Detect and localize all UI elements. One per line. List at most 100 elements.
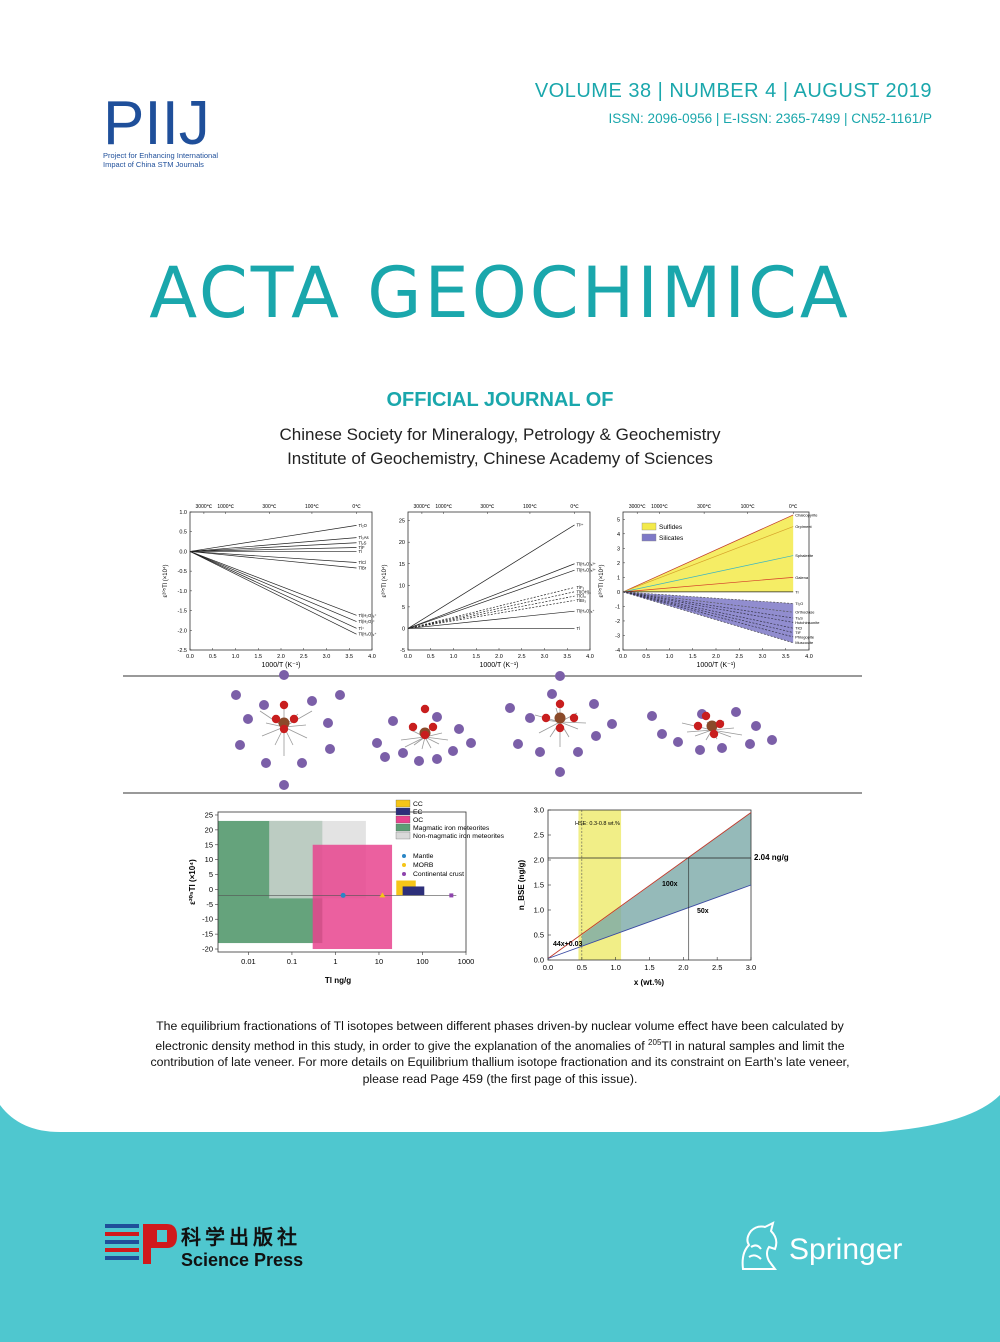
y-tick-label: 0	[402, 626, 405, 632]
y-tick-label: 15	[399, 562, 405, 568]
point-continental-crust	[449, 893, 454, 898]
series-line	[189, 551, 357, 563]
series-line	[407, 569, 575, 629]
y-tick-label: -5	[400, 648, 405, 654]
series-line	[189, 551, 357, 635]
journal-title: ACTA GEOCHIMICA	[149, 252, 851, 334]
y-tick-label: 5	[402, 605, 405, 611]
springer-wordmark: Springer	[789, 1233, 902, 1266]
tl-atom	[745, 739, 755, 749]
molecule-structures	[231, 670, 777, 790]
tl-atom	[555, 671, 565, 681]
series-label: Tl³⁺	[577, 522, 584, 527]
series-line	[189, 525, 357, 552]
legend-swatch	[395, 823, 411, 832]
chart-2: 3000℃ 1000℃ 300℃ 100℃ 0℃ Tl³⁺ Tl(H₂O)₆³⁺ Tl(H₂…	[381, 504, 596, 669]
springer-logo: Springer	[741, 1221, 902, 1270]
band-label: HSE: 0.3-0.8 wt.%	[575, 821, 620, 827]
chart-1-xlabel: 1000/T (K⁻¹)	[262, 662, 301, 669]
oxygen-atom	[408, 722, 418, 732]
top-tick-label: 300℃	[262, 504, 276, 510]
y-tick-label: -4	[615, 648, 620, 654]
top-tick-label: 100℃	[523, 504, 537, 510]
top-tick-label: 100℃	[305, 504, 319, 510]
tl-atom	[657, 729, 667, 739]
x-tick-label: 3.5	[563, 654, 571, 660]
tl-atom	[297, 758, 307, 768]
y-tick-label: 25	[399, 519, 405, 525]
chart-4-xlabel: Tl ng/g	[325, 976, 351, 985]
y-tick-label: 15	[205, 840, 213, 849]
series-line	[189, 551, 357, 616]
top-tick-label: 300℃	[697, 504, 711, 510]
chart-3-ylabel: ε²⁰⁵Tl (×10⁴)	[598, 565, 605, 598]
legend-label: Magmatic iron meteorites	[413, 825, 490, 832]
x-tick-label: 1.0	[610, 963, 620, 972]
series-line	[407, 591, 575, 629]
y-tick-label: 25	[205, 810, 213, 819]
springer-horse-icon	[741, 1221, 778, 1270]
x-tick-label: 1	[333, 957, 337, 966]
series-label: Tl(H₂O)₂⁺	[359, 632, 377, 637]
y-tick-label: 3	[617, 546, 620, 552]
tl-atom	[751, 721, 761, 731]
tl-atom	[717, 743, 727, 753]
series-line	[622, 591, 794, 629]
chart-3-top-axis: 3000℃ 1000℃ 300℃ 100℃ 0℃	[629, 504, 798, 514]
molecule-4	[647, 707, 777, 755]
x-tick-label: 1.0	[666, 654, 674, 660]
series-line	[407, 587, 575, 629]
x-tick-label: 3.0	[541, 654, 549, 660]
tl-atom	[235, 740, 245, 750]
tl-atom	[388, 716, 398, 726]
tl-atom	[547, 689, 557, 699]
series-line	[407, 610, 575, 629]
series-label: Tl(H₂O)₆⁺	[577, 609, 595, 614]
series-label: TlBr₃	[577, 598, 587, 603]
y-tick-label: 2.5	[534, 831, 544, 840]
top-tick-label: 3000℃	[196, 504, 213, 510]
legend-label: Non-magmatic iron meteorites	[413, 833, 505, 840]
top-tick-label: 1000℃	[217, 504, 234, 510]
chart-3-xlabel: 1000/T (K⁻¹)	[697, 662, 736, 669]
top-tick-label: 300℃	[480, 504, 494, 510]
y-tick-label: -2.0	[178, 628, 187, 634]
y-tick-label: -15	[202, 930, 213, 939]
legend-label-silicates: Silicates	[659, 535, 684, 542]
center-atom	[554, 712, 566, 724]
annotation-100x: 100x	[662, 881, 678, 888]
series-label: Tl(H₂O)₆³⁺	[577, 561, 596, 566]
tl-atom	[307, 696, 317, 706]
y-tick-label: 0.0	[534, 956, 544, 965]
oxygen-atom	[709, 729, 719, 739]
bond	[686, 729, 713, 733]
tl-atom	[525, 713, 535, 723]
publisher-english-name: Science Press	[181, 1250, 303, 1270]
molecule-3	[505, 671, 617, 777]
legend-label: EC	[413, 809, 423, 816]
annotation-hline: 2.04 ng/g	[754, 853, 789, 862]
series-label: TlCl	[795, 626, 802, 631]
y-tick-label: -1	[615, 604, 620, 610]
bond	[424, 736, 449, 741]
bond	[694, 729, 713, 737]
tl-atom	[695, 745, 705, 755]
center-atom	[706, 720, 718, 732]
y-tick-label: 20	[399, 540, 405, 546]
tl-atom	[243, 714, 253, 724]
series-label: Tl	[359, 549, 363, 554]
legend-swatch-sulfides	[641, 522, 657, 531]
series-label: Tl(OH)₃	[577, 589, 592, 594]
series-line	[622, 526, 794, 593]
top-tick-label: 0℃	[570, 504, 579, 510]
series-line	[622, 591, 794, 644]
series-line	[189, 537, 357, 552]
series-label: Orthoclase	[795, 610, 815, 615]
annotation-50x: 50x	[697, 908, 709, 915]
oxygen-atom	[555, 699, 565, 709]
oxygen-atom	[715, 719, 725, 729]
series-label: Tl₂S	[795, 616, 803, 621]
x-tick-label: 2.5	[712, 963, 722, 972]
legend-marker	[402, 872, 406, 876]
